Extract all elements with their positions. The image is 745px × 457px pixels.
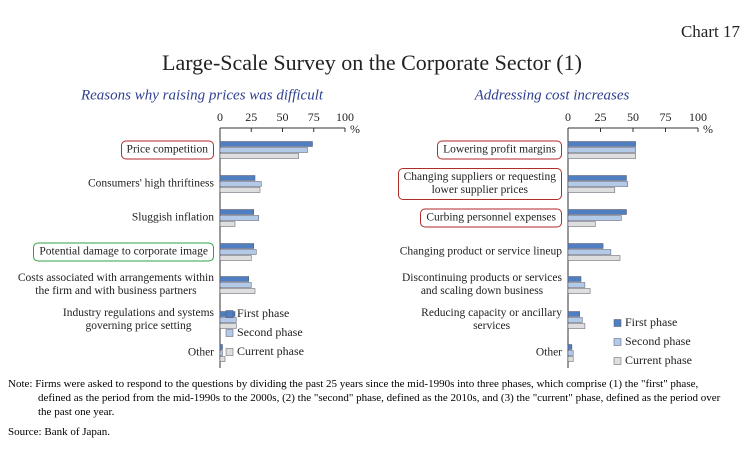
note: Note: Firms were asked to respond to the…: [8, 378, 721, 418]
x-tick-label: 50: [277, 110, 289, 124]
legend-label: First phase: [625, 315, 677, 329]
legend-label: Current phase: [237, 344, 304, 358]
category-label: Other: [535, 346, 562, 359]
bar: [567, 141, 636, 147]
chart-title: Large-Scale Survey on the Corporate Sect…: [162, 50, 582, 75]
x-tick-label: 25: [245, 110, 257, 124]
chart-number: Chart 17: [681, 22, 741, 41]
bar: [567, 282, 586, 288]
category-label: Reducing capacity or ancillary services: [421, 307, 562, 332]
bar: [219, 350, 223, 356]
x-tick-label: 50: [627, 110, 639, 124]
bar: [219, 249, 257, 255]
category-label: Price competition: [120, 140, 214, 160]
bar: [219, 209, 254, 215]
source: Source: Bank of Japan.: [8, 426, 111, 438]
category-label: Costs associated with arrangements withi…: [17, 272, 214, 297]
bar: [219, 141, 313, 147]
bar: [219, 255, 252, 261]
bar: [567, 147, 636, 153]
bar: [567, 221, 596, 227]
bar: [567, 249, 612, 255]
bar: [219, 153, 299, 159]
bar: [219, 288, 256, 294]
x-tick-label: 75: [660, 110, 672, 124]
bar: [567, 317, 583, 323]
bar: [219, 187, 261, 193]
bar: [567, 350, 574, 356]
bar: [567, 153, 636, 159]
bar: [567, 276, 582, 282]
legend-swatch: [225, 329, 234, 337]
legend-swatch: [225, 310, 234, 318]
x-tick-label: 0: [217, 110, 223, 124]
category-label: Consumers' high thriftiness: [87, 177, 214, 190]
category-label: Sluggish inflation: [131, 211, 214, 224]
panel-subtitle: Reasons why raising prices was difficult: [80, 87, 324, 103]
bar: [567, 255, 621, 261]
bar: [219, 147, 308, 153]
bar: [567, 311, 580, 317]
bar: [219, 221, 236, 227]
category-label: Potential damage to corporate image: [33, 242, 214, 262]
bar: [567, 288, 591, 294]
bar: [219, 175, 256, 181]
bar: [219, 356, 226, 362]
x-tick-label: 100: [336, 110, 354, 124]
category-label: Changing product or service lineup: [399, 245, 562, 258]
bar: [219, 215, 259, 221]
legend-label: Second phase: [625, 334, 691, 348]
legend-swatch: [613, 338, 622, 346]
bar: [219, 276, 249, 282]
x-tick-label: 25: [595, 110, 607, 124]
bar: [567, 344, 573, 350]
x-tick-label: 100: [689, 110, 707, 124]
x-unit: %: [350, 122, 360, 136]
bar: [567, 243, 604, 249]
legend-label: Second phase: [237, 325, 303, 339]
legend-label: First phase: [237, 306, 289, 320]
x-tick-label: 0: [565, 110, 571, 124]
legend-swatch: [613, 319, 622, 327]
bar: [567, 356, 574, 362]
category-label: Discontinuing products or services and s…: [401, 272, 562, 297]
bar: [567, 215, 622, 221]
category-label: Other: [187, 346, 214, 359]
bar: [219, 317, 237, 323]
bar: [567, 323, 586, 329]
x-tick-label: 75: [308, 110, 320, 124]
category-label: Lowering profit margins: [437, 140, 562, 160]
legend-swatch: [225, 348, 234, 356]
bar: [219, 282, 252, 288]
bar: [567, 175, 627, 181]
bar: [567, 187, 616, 193]
legend-swatch: [613, 357, 622, 365]
legend-label: Current phase: [625, 353, 692, 367]
category-label: Curbing personnel expenses: [420, 208, 562, 228]
bar: [219, 243, 254, 249]
bar: [567, 181, 629, 187]
bar: [219, 323, 237, 329]
bar: [219, 181, 262, 187]
category-label: Industry regulations and systems governi…: [62, 307, 214, 332]
bar: [567, 209, 627, 215]
category-label: Changing suppliers or requesting lower s…: [397, 168, 562, 200]
panel-subtitle: Addressing cost increases: [474, 87, 630, 103]
bar: [219, 344, 223, 350]
x-unit: %: [703, 122, 713, 136]
